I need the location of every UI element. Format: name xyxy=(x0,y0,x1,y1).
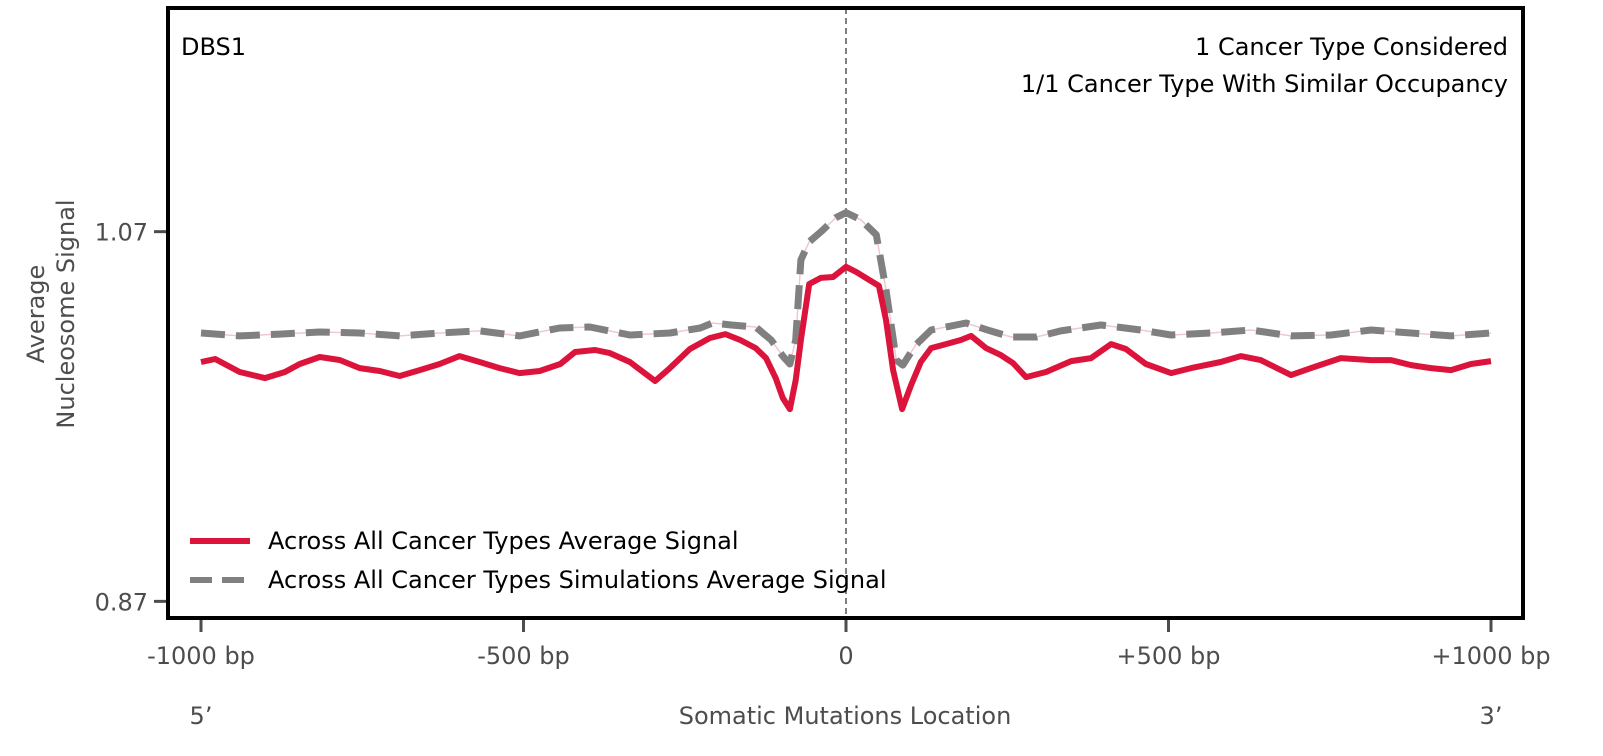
y-tick-label: 0.87 xyxy=(95,588,148,616)
annotation-cancer-types-considered: 1 Cancer Type Considered xyxy=(1195,33,1508,61)
y-axis-label-line1: Average xyxy=(22,265,50,364)
x-tick-label: +1000 bp xyxy=(1431,642,1550,670)
x-axis-5prime-label: 5’ xyxy=(190,702,213,730)
x-axis-label: Somatic Mutations Location xyxy=(679,702,1012,730)
series-line-simulated xyxy=(200,209,1492,369)
plot-frame xyxy=(166,6,1525,620)
series-line-real xyxy=(200,263,1492,413)
annotation-signature: DBS1 xyxy=(181,33,246,61)
legend-label-real: Across All Cancer Types Average Signal xyxy=(268,527,739,555)
y-tick-label: 1.07 xyxy=(95,219,148,247)
x-axis-3prime-label: 3’ xyxy=(1480,702,1503,730)
y-axis-label-line2: Nucleosome Signal xyxy=(52,199,80,428)
x-tick-label: -1000 bp xyxy=(147,642,255,670)
x-tick-label: +500 bp xyxy=(1116,642,1220,670)
legend: Across All Cancer Types Average Signal A… xyxy=(190,527,887,594)
legend-label-simulated: Across All Cancer Types Simulations Aver… xyxy=(268,566,887,594)
annotation-similar-occupancy: 1/1 Cancer Type With Similar Occupancy xyxy=(1021,70,1508,98)
x-tick-label: -500 bp xyxy=(477,642,570,670)
x-tick-label: 0 xyxy=(838,642,853,670)
